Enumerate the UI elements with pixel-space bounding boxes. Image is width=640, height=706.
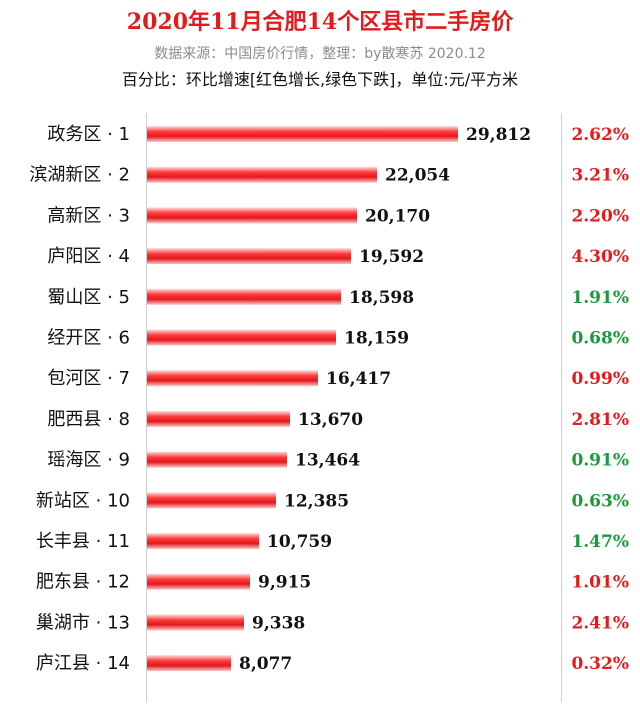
- change-label: 2.62%: [571, 125, 629, 145]
- bar: [147, 533, 259, 549]
- category-label: 滨湖新区 · 2: [29, 165, 130, 186]
- value-label: 29,812: [466, 125, 531, 145]
- value-label: 16,417: [326, 369, 391, 389]
- bar: [147, 370, 318, 387]
- category-label: 肥东县 · 12: [36, 572, 130, 593]
- bar: [147, 166, 377, 183]
- bar: [147, 207, 357, 224]
- category-label: 包河区 · 7: [47, 368, 130, 389]
- category-label: 肥西县 · 8: [47, 409, 130, 430]
- category-label: 巢湖市 · 13: [36, 612, 130, 633]
- bar: [147, 614, 244, 631]
- category-label: 瑶海区 · 9: [47, 450, 130, 471]
- change-label: 2.20%: [571, 206, 629, 226]
- category-label: 新站区 · 10: [36, 490, 130, 511]
- value-label: 22,054: [385, 166, 450, 186]
- bar: [147, 248, 351, 265]
- bar: [147, 492, 276, 509]
- change-label: 4.30%: [571, 247, 629, 267]
- change-label: 1.91%: [571, 288, 629, 308]
- value-label: 9,338: [252, 613, 305, 633]
- value-label: 20,170: [365, 206, 430, 226]
- category-label: 政务区 · 1: [47, 124, 130, 145]
- chart-subtitle: 数据来源：中国房价行情，整理：by散寒苏 2020.12: [154, 46, 486, 62]
- bar: [147, 288, 341, 305]
- bar: [147, 410, 290, 427]
- value-label: 8,077: [239, 654, 292, 674]
- category-label: 蜀山区 · 5: [47, 287, 130, 308]
- chart-title: 2020年11月合肥14个区县市二手房价: [126, 9, 514, 35]
- category-label: 庐阳区 · 4: [47, 246, 130, 267]
- change-label: 1.01%: [571, 573, 629, 593]
- category-label: 高新区 · 3: [47, 205, 130, 226]
- value-label: 19,592: [359, 247, 424, 267]
- category-label: 长丰县 · 11: [36, 531, 130, 552]
- change-label: 2.41%: [571, 613, 629, 633]
- value-label: 10,759: [267, 532, 332, 552]
- change-label: 3.21%: [571, 166, 629, 186]
- value-label: 12,385: [284, 491, 349, 511]
- chart-note: 百分比：环比增速[红色增长,绿色下跌]，单位:元/平方米: [121, 70, 519, 89]
- value-label: 9,915: [258, 573, 311, 593]
- change-label: 1.47%: [571, 532, 629, 552]
- change-label: 0.99%: [571, 369, 629, 389]
- bar: [147, 126, 458, 142]
- bar: [147, 655, 231, 672]
- change-label: 0.63%: [571, 491, 629, 511]
- category-label: 经开区 · 6: [47, 328, 130, 349]
- value-label: 18,159: [344, 329, 409, 349]
- category-label: 庐江县 · 14: [36, 653, 130, 674]
- value-label: 13,670: [298, 410, 363, 430]
- change-label: 0.32%: [571, 654, 629, 674]
- value-label: 13,464: [295, 451, 360, 471]
- value-label: 18,598: [349, 288, 414, 308]
- change-label: 2.81%: [571, 410, 629, 430]
- bar: [147, 573, 250, 590]
- plot-frame: [146, 113, 562, 702]
- bar: [147, 329, 336, 346]
- change-label: 0.91%: [571, 451, 629, 471]
- bar: [147, 451, 287, 468]
- change-label: 0.68%: [571, 329, 629, 349]
